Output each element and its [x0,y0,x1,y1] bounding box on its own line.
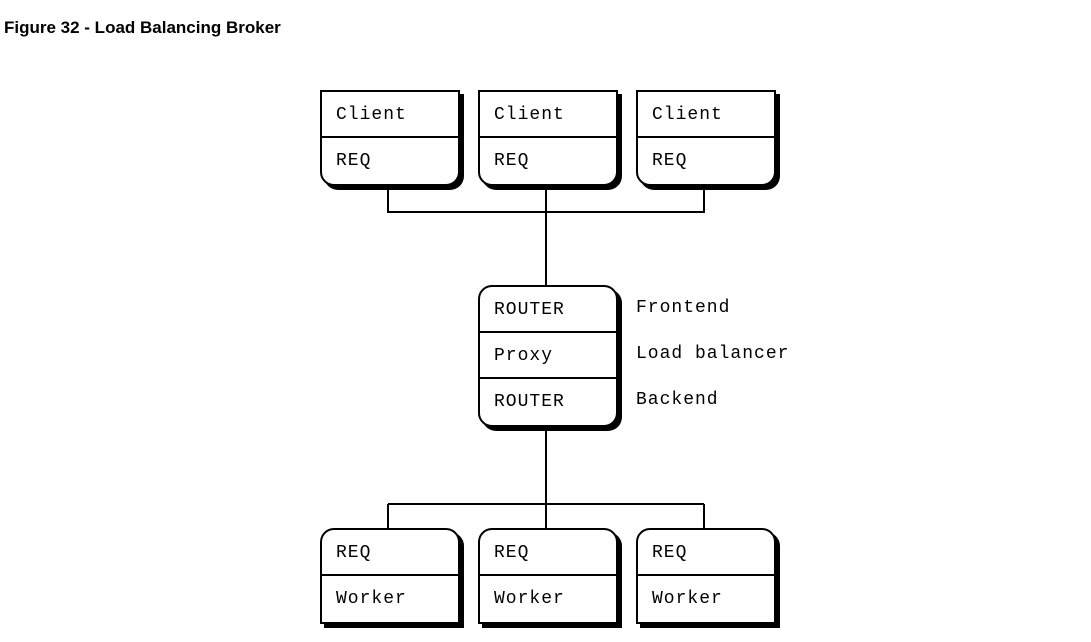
worker-label: Worker [322,576,458,622]
client-socket: REQ [480,138,616,184]
client-box-3: Client REQ [636,90,776,186]
client-label: Client [638,92,774,138]
worker-socket: REQ [480,530,616,576]
worker-box-1: REQ Worker [320,528,460,624]
worker-box-2: REQ Worker [478,528,618,624]
broker-backend-socket: ROUTER [480,379,616,425]
wire-clients-to-broker [388,188,704,285]
annotation-backend: Backend [636,390,719,410]
worker-label: Worker [638,576,774,622]
broker-proxy-label: Proxy [480,333,616,379]
worker-label: Worker [480,576,616,622]
client-box-1: Client REQ [320,90,460,186]
worker-box-3: REQ Worker [636,528,776,624]
client-label: Client [480,92,616,138]
worker-socket: REQ [638,530,774,576]
wire-broker-to-workers [388,429,704,528]
broker-box: ROUTER Proxy ROUTER [478,285,618,427]
worker-socket: REQ [322,530,458,576]
annotation-frontend: Frontend [636,298,730,318]
client-socket: REQ [322,138,458,184]
annotation-loadbalancer: Load balancer [636,344,789,364]
client-label: Client [322,92,458,138]
client-socket: REQ [638,138,774,184]
figure-title: Figure 32 - Load Balancing Broker [4,18,281,38]
client-box-2: Client REQ [478,90,618,186]
broker-frontend-socket: ROUTER [480,287,616,333]
